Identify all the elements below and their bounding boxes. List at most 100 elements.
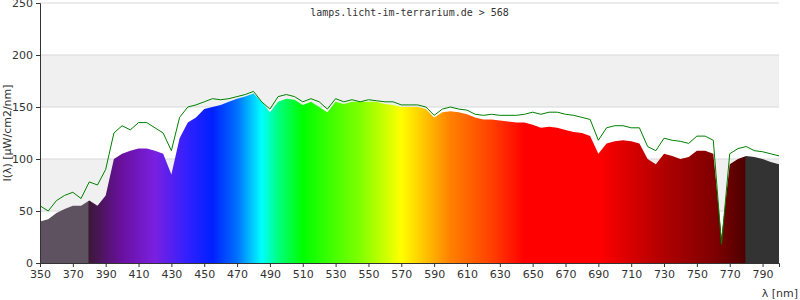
tick-label: 630 — [490, 268, 511, 281]
tick-mark — [106, 263, 107, 267]
tick: 0 — [26, 257, 40, 270]
tick: 630 — [490, 263, 511, 281]
tick-mark — [368, 263, 369, 267]
tick-mark — [631, 263, 632, 267]
tick-mark — [171, 263, 172, 267]
tick-label: 410 — [129, 268, 150, 281]
tick-mark — [237, 263, 238, 267]
y-axis: 0 50 100 150 200 250 — [12, 0, 41, 270]
background — [40, 3, 779, 263]
tick-mark — [336, 263, 337, 267]
tick: 650 — [523, 263, 544, 281]
tick: 510 — [293, 263, 314, 281]
tick-label: 730 — [654, 268, 675, 281]
tick: 750 — [687, 263, 708, 281]
tick: 590 — [424, 263, 445, 281]
reference-line — [40, 91, 779, 244]
spectrum-area — [40, 93, 779, 263]
chart: 350 370 390 410 430 450 470 490 510 530 550 570 590 6… — [0, 0, 800, 300]
tick-label: 0 — [26, 257, 33, 270]
tick: 710 — [621, 263, 642, 281]
tick: 490 — [260, 263, 281, 281]
tick: 200 — [12, 49, 40, 62]
tick: 690 — [588, 263, 609, 281]
tick-mark — [730, 263, 731, 267]
tick: 570 — [391, 263, 412, 281]
tick: 670 — [556, 263, 577, 281]
plot-background — [40, 3, 779, 263]
tick-mark — [139, 263, 140, 267]
tick-mark — [500, 263, 501, 267]
tick-label: 250 — [12, 0, 33, 10]
tick-label: 670 — [556, 268, 577, 281]
tick-mark — [36, 3, 40, 4]
tick-mark — [303, 263, 304, 267]
tick-mark — [598, 263, 599, 267]
tick-label: 750 — [687, 268, 708, 281]
tick-mark — [664, 263, 665, 267]
tick: 390 — [96, 263, 117, 281]
tick-mark — [36, 107, 40, 108]
tick: 790 — [753, 263, 774, 281]
grid-line — [40, 55, 779, 56]
tick-label: 490 — [260, 268, 281, 281]
tick-label: 610 — [457, 268, 478, 281]
x-axis-title: λ [nm] — [762, 287, 798, 300]
axis-line — [41, 264, 780, 268]
tick-label: 570 — [391, 268, 412, 281]
tick-mark — [566, 263, 567, 267]
tick-mark — [36, 263, 40, 264]
tick-label: 530 — [326, 268, 347, 281]
tick-mark — [204, 263, 205, 267]
tick: 410 — [129, 263, 150, 281]
y-axis-title: I(λ) [µW/cm2/nm] — [1, 84, 14, 181]
tick: 50 — [19, 205, 40, 218]
tick-mark — [697, 263, 698, 267]
tick-label: 450 — [194, 268, 215, 281]
tick-mark — [434, 263, 435, 267]
tick-mark — [401, 263, 402, 267]
tick: 530 — [326, 263, 347, 281]
tick-mark — [533, 263, 534, 267]
tick-label: 50 — [19, 205, 33, 218]
tick: 770 — [720, 263, 741, 281]
tick: 100 — [12, 153, 40, 166]
tick-label: 430 — [161, 268, 182, 281]
axis-line — [36, 4, 41, 264]
tick-label: 390 — [96, 268, 117, 281]
title: lamps.licht-im-terrarium.de > 568 — [310, 7, 509, 18]
tick-label: 370 — [63, 268, 84, 281]
tick-mark — [270, 263, 271, 267]
tick: 610 — [457, 263, 478, 281]
tick: 250 — [12, 0, 40, 10]
tick: 430 — [161, 263, 182, 281]
tick: 730 — [654, 263, 675, 281]
tick-label: 150 — [12, 101, 33, 114]
tick-label: 350 — [30, 268, 51, 281]
tick-label: 790 — [753, 268, 774, 281]
grid-band — [40, 55, 779, 107]
tick: 350 — [30, 263, 51, 281]
tick-label: 650 — [523, 268, 544, 281]
tick-label: 690 — [588, 268, 609, 281]
tick-label: 100 — [12, 153, 33, 166]
tick-label: 710 — [621, 268, 642, 281]
tick-label: 550 — [358, 268, 379, 281]
tick-mark — [36, 55, 40, 56]
tick: 450 — [194, 263, 215, 281]
tick-label: 590 — [424, 268, 445, 281]
tick: 470 — [227, 263, 248, 281]
tick-mark — [467, 263, 468, 267]
tick: 550 — [358, 263, 379, 281]
tick-label: 200 — [12, 49, 33, 62]
tick-label: 770 — [720, 268, 741, 281]
tick-label: 510 — [293, 268, 314, 281]
plot-area — [40, 91, 779, 263]
tick-mark — [73, 263, 74, 267]
tick: 150 — [12, 101, 40, 114]
tick-mark — [763, 263, 764, 267]
tick: 370 — [63, 263, 84, 281]
x-axis: 350 370 390 410 430 450 470 490 510 530 550 570 590 6… — [30, 263, 780, 281]
grid-line — [40, 3, 779, 4]
tick-mark — [36, 159, 40, 160]
